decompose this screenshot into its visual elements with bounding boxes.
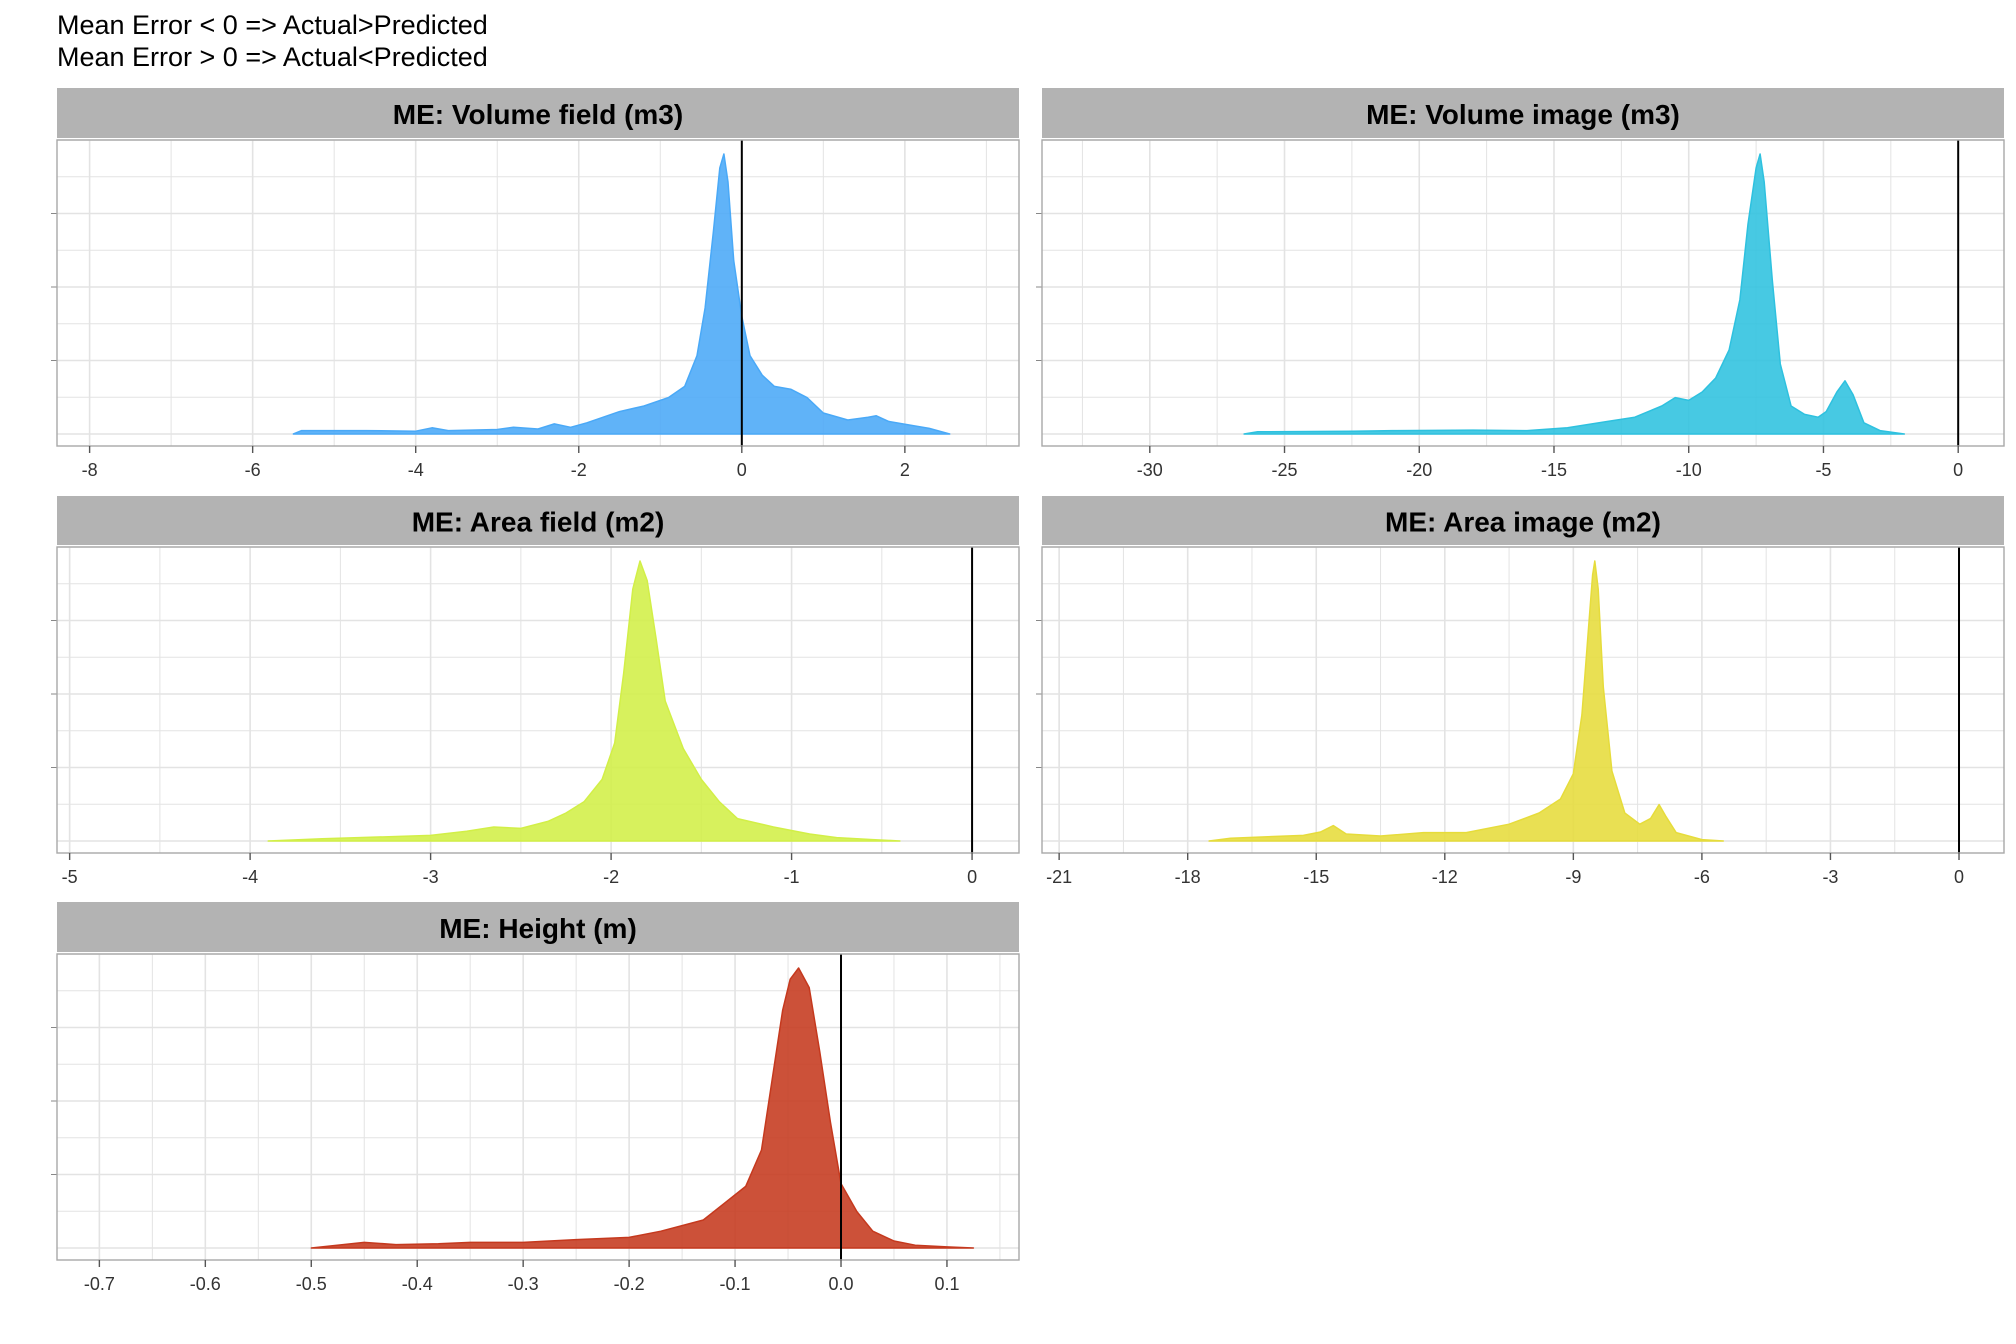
density-area — [1243, 153, 1906, 435]
facet-title: ME: Volume field (m3) — [393, 99, 683, 130]
x-tick-label: -9 — [1565, 867, 1581, 887]
x-tick-label: -15 — [1303, 867, 1329, 887]
panel-border — [1041, 139, 2005, 447]
x-tick-label: -2 — [571, 460, 587, 480]
x-tick-label: -15 — [1541, 460, 1567, 480]
facet-title: ME: Volume image (m3) — [1366, 99, 1680, 130]
density-area — [292, 153, 951, 435]
x-tick-label: -0.6 — [190, 1274, 221, 1294]
facet-title: ME: Area field (m2) — [412, 507, 665, 538]
density-area — [267, 560, 901, 842]
facet-strip — [57, 88, 1019, 138]
x-tick-label: 2 — [900, 460, 910, 480]
x-tick-label: -20 — [1406, 460, 1432, 480]
x-tick-label: 0.0 — [828, 1274, 853, 1294]
density-area — [1208, 560, 1725, 842]
panel-border — [56, 953, 1020, 1261]
panel-2: ME: Volume image (m3) -30 -25 -20 -15 -10 -5 0 — [1036, 88, 2005, 480]
x-tick-label: 0 — [737, 460, 747, 480]
x-tick-label: -4 — [242, 867, 258, 887]
x-tick-label: 0 — [1953, 460, 1963, 480]
x-tick-label: -18 — [1175, 867, 1201, 887]
caption-line-1: Mean Error < 0 => Actual>Predicted — [57, 10, 488, 40]
facet-strip — [1042, 88, 2004, 138]
x-tick-label: -21 — [1046, 867, 1072, 887]
x-tick-label: -0.5 — [296, 1274, 327, 1294]
x-tick-label: -4 — [408, 460, 424, 480]
panel-border — [56, 139, 1020, 447]
facet-strip — [57, 902, 1019, 952]
x-tick-label: -0.2 — [614, 1274, 645, 1294]
x-tick-label: -0.7 — [84, 1274, 115, 1294]
x-tick-label: -25 — [1272, 460, 1298, 480]
x-tick-label: -2 — [603, 867, 619, 887]
x-tick-label: -3 — [423, 867, 439, 887]
x-tick-label: -3 — [1822, 867, 1838, 887]
x-tick-label: -0.1 — [720, 1274, 751, 1294]
panel-4: ME: Area image (m2) -21 -18 -15 -12 -9 -6 -3 0 — [1036, 496, 2005, 887]
x-tick-label: -6 — [1694, 867, 1710, 887]
x-tick-label: 0 — [1954, 867, 1964, 887]
panel-5: ME: Height (m) -0.7 -0.6 -0.5 -0.4 -0.3 -0.2 -0… — [51, 902, 1020, 1294]
panel-border — [56, 546, 1020, 854]
x-tick-label: -0.4 — [402, 1274, 433, 1294]
x-tick-label: -10 — [1676, 460, 1702, 480]
facet-strip — [57, 496, 1019, 545]
x-tick-label: -30 — [1137, 460, 1163, 480]
facet-title: ME: Area image (m2) — [1385, 507, 1661, 538]
facet-strip — [1042, 496, 2004, 545]
x-tick-label: -5 — [1815, 460, 1831, 480]
facet-title: ME: Height (m) — [439, 913, 637, 944]
x-tick-label: -5 — [62, 867, 78, 887]
panel-1: ME: Volume field (m3) -8 -6 -4 -2 0 2 — [51, 88, 1020, 480]
caption-line-2: Mean Error > 0 => Actual<Predicted — [57, 42, 488, 72]
x-tick-label: -12 — [1432, 867, 1458, 887]
x-tick-label: -6 — [245, 460, 261, 480]
x-tick-label: -1 — [784, 867, 800, 887]
panel-border — [1041, 546, 2005, 854]
x-tick-label: -8 — [82, 460, 98, 480]
panel-3: ME: Area field (m2) -5 -4 -3 -2 -1 0 — [51, 496, 1020, 887]
density-area — [310, 967, 975, 1249]
x-tick-label: 0.1 — [934, 1274, 959, 1294]
x-tick-label: 0 — [967, 867, 977, 887]
x-tick-label: -0.3 — [508, 1274, 539, 1294]
